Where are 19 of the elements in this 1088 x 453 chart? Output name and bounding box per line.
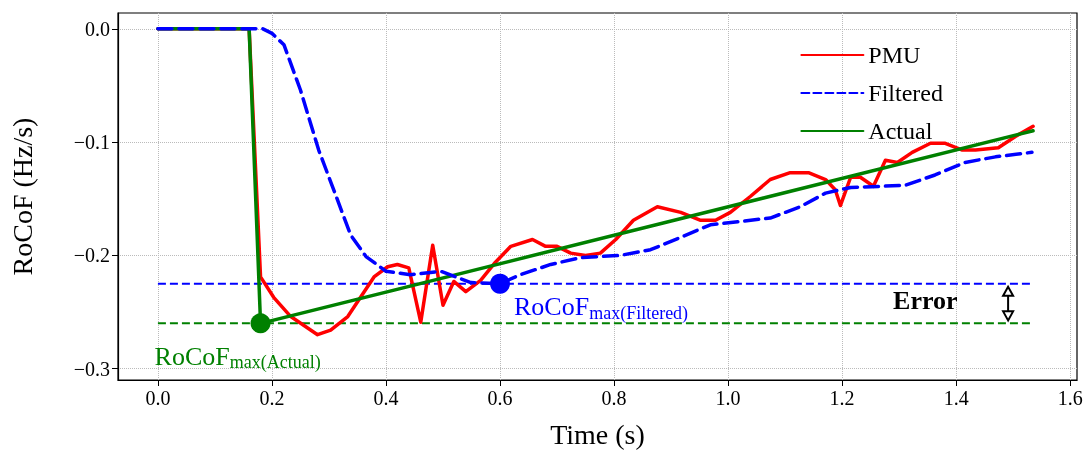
y-tick-label: −0.3: [73, 357, 110, 380]
x-tick-label: 1.4: [943, 387, 969, 409]
y-tick-label: −0.2: [73, 244, 110, 267]
legend-label: PMU: [868, 42, 921, 68]
x-tick-label: 1.6: [1057, 387, 1083, 409]
x-tick-label: 1.0: [715, 387, 741, 409]
x-tick-label: 0.8: [601, 387, 627, 409]
x-tick-label: 0.2: [259, 387, 285, 409]
annotation: Error: [893, 286, 958, 316]
x-tick-label: 1.2: [829, 387, 855, 409]
x-tick-label: 0.4: [373, 387, 399, 409]
y-tick-label: −0.1: [73, 131, 110, 154]
x-axis-title: Time (s): [550, 418, 645, 450]
x-tick-label: 0.6: [487, 387, 513, 409]
legend-label: Actual: [868, 118, 933, 144]
y-axis-title: RoCoF (Hz/s): [6, 117, 38, 276]
legend-label: Filtered: [868, 80, 944, 106]
x-tick-label: 0.0: [145, 387, 171, 409]
y-tick-label: 0.0: [85, 17, 110, 40]
